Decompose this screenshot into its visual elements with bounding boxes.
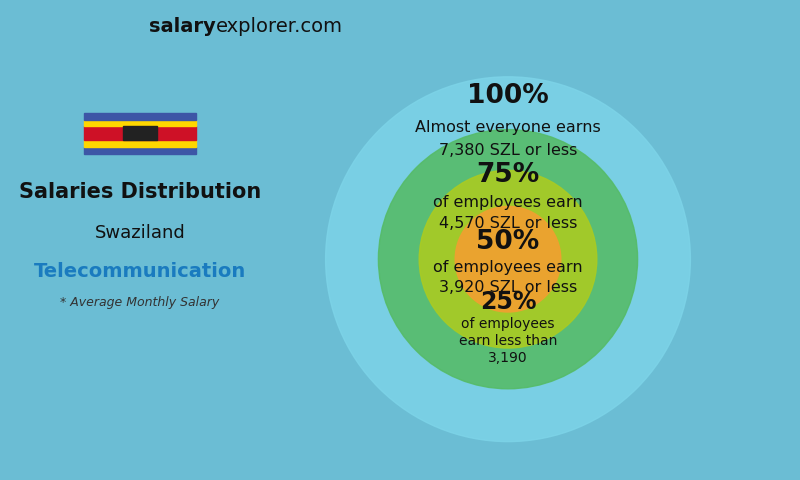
Bar bbox=[84, 126, 196, 140]
Circle shape bbox=[378, 130, 638, 389]
Text: explorer.com: explorer.com bbox=[216, 17, 343, 36]
Text: earn less than: earn less than bbox=[459, 334, 557, 348]
Text: Telecommunication: Telecommunication bbox=[34, 262, 246, 281]
Bar bbox=[84, 113, 196, 120]
Text: * Average Monthly Salary: * Average Monthly Salary bbox=[60, 296, 220, 309]
Text: 75%: 75% bbox=[476, 162, 540, 188]
Text: of employees: of employees bbox=[462, 317, 554, 331]
Text: 4,570 SZL or less: 4,570 SZL or less bbox=[439, 216, 577, 231]
Text: 7,380 SZL or less: 7,380 SZL or less bbox=[439, 143, 577, 158]
Text: Swaziland: Swaziland bbox=[94, 224, 186, 242]
Bar bbox=[84, 147, 196, 154]
Text: of employees earn: of employees earn bbox=[433, 195, 583, 210]
Circle shape bbox=[455, 206, 561, 312]
Bar bbox=[123, 126, 157, 140]
Circle shape bbox=[419, 170, 597, 348]
Text: 3,920 SZL or less: 3,920 SZL or less bbox=[439, 280, 577, 296]
Bar bbox=[84, 140, 196, 147]
Text: 25%: 25% bbox=[480, 290, 536, 314]
Text: of employees earn: of employees earn bbox=[433, 260, 583, 275]
Circle shape bbox=[326, 77, 690, 442]
Text: 50%: 50% bbox=[476, 229, 540, 255]
Bar bbox=[84, 120, 196, 126]
Text: salary: salary bbox=[150, 17, 216, 36]
Text: 3,190: 3,190 bbox=[488, 350, 528, 365]
Text: Almost everyone earns: Almost everyone earns bbox=[415, 120, 601, 135]
Text: Salaries Distribution: Salaries Distribution bbox=[19, 182, 261, 202]
Text: 100%: 100% bbox=[467, 83, 549, 109]
